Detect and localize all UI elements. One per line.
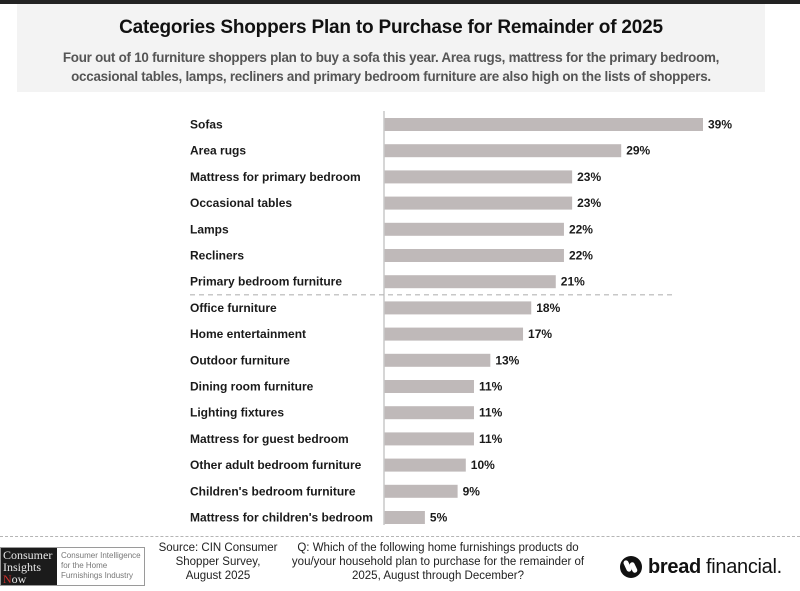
bread-logo-word-bread: bread [648,555,701,578]
top-border-bar [0,0,800,4]
category-label: Recliners [190,249,244,263]
category-label: Area rugs [190,144,246,158]
value-label: 22% [569,222,593,236]
subtitle-line-1: Four out of 10 furniture shoppers plan t… [62,50,720,65]
cin-logo-tagline: Consumer Intelligence for the Home Furni… [61,551,145,581]
category-label: Lamps [190,222,229,236]
category-label: Occasional tables [190,196,292,210]
category-label: Mattress for primary bedroom [190,170,361,184]
bar [384,222,564,236]
footer-divider [0,536,800,537]
value-label: 11% [479,380,503,394]
bars-layer: Sofas 39% Area rugs 29% Mattress for primary… [190,118,732,525]
survey-question: Q: Which of the following home furnishin… [288,541,588,583]
bar [384,301,532,315]
question-line-2: you/your household plan to purchase for … [291,556,585,568]
cin-tagline-line-2: for the Home [61,561,108,570]
bread-logo-word-financial: financial. [705,555,782,578]
chart-subtitle: Four out of 10 furniture shoppers plan t… [23,48,759,86]
chart-title: Categories Shoppers Plan to Purchase for… [119,17,663,38]
category-label: Mattress for guest bedroom [190,432,349,446]
bread-financial-mark-icon [620,556,642,578]
value-label: 22% [569,249,593,263]
cin-logo-now-initial: N [3,572,12,586]
question-line-1: Q: Which of the following home furnishin… [297,542,579,554]
value-label: 21% [561,275,585,289]
value-label: 13% [495,353,519,367]
bar [384,249,564,262]
bar-chart: Sofas 39% Area rugs 29% Mattress for primary… [190,111,732,525]
cin-logo-wordmark: Consumer Insights Now [1,548,57,585]
value-label: 23% [577,196,601,210]
cin-logo-word-insights: Insights [3,560,42,574]
bar [384,144,622,158]
value-label: 11% [479,432,503,446]
bar [384,275,556,289]
value-label: 18% [536,301,560,315]
category-label: Mattress for children's bedroom [190,511,373,525]
bar [384,432,474,446]
category-label: Office furniture [190,301,277,315]
bread-financial-logo: bread financial. [620,554,782,580]
category-label: Lighting fixtures [190,406,284,420]
category-label: Other adult bedroom furniture [190,458,362,472]
value-label: 11% [479,406,503,420]
bar [384,170,573,184]
category-label: Primary bedroom furniture [190,275,342,289]
bar [384,327,524,341]
bar [384,353,491,367]
value-label: 29% [626,144,650,158]
bar [384,380,474,393]
bar [384,406,474,420]
value-label: 5% [430,511,448,525]
category-label: Dining room furniture [190,380,314,394]
category-label: Home entertainment [190,327,306,341]
source-line-2: Shopper Survey, [175,556,261,568]
cin-logo-now-rest: ow [11,572,27,586]
question-line-3: 2025, August through December? [352,570,524,582]
source-line-3: August 2025 [185,570,251,582]
cin-logo: Consumer Insights Now Consumer Intellige… [0,547,145,586]
cin-tagline-line-3: Furnishings Industry [61,571,134,580]
chart-header: Categories Shoppers Plan to Purchase for… [17,4,765,92]
cin-logo-word-now: Now [3,573,57,585]
value-label: 17% [528,327,552,341]
category-label: Sofas [190,118,223,132]
value-label: 9% [463,484,481,498]
source-note: Source: CIN Consumer Shopper Survey, Aug… [152,541,284,583]
bar [384,484,458,498]
category-label: Children's bedroom furniture [190,484,356,498]
cin-logo-word-consumer: Consumer [3,548,53,562]
source-line-1: Source: CIN Consumer [158,542,278,554]
bar [384,196,573,210]
cin-tagline-line-1: Consumer Intelligence [61,551,141,560]
subtitle-line-2: occasional tables, lamps, recliners and … [71,69,711,84]
bar [384,458,466,472]
value-label: 10% [471,458,495,472]
category-label: Outdoor furniture [190,353,290,367]
bar [384,511,425,524]
value-label: 39% [708,118,732,132]
bar [384,118,703,131]
value-label: 23% [577,170,601,184]
